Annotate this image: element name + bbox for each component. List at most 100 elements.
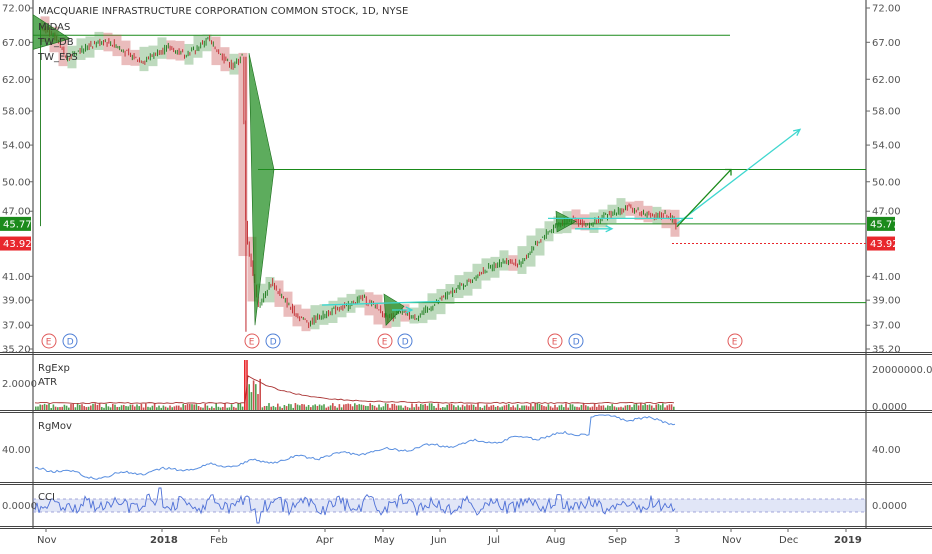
volume-bar (576, 406, 578, 410)
volume-bar (618, 407, 620, 410)
volume-bar (175, 405, 178, 410)
volume-bar (648, 404, 651, 410)
volume-bar (147, 406, 149, 410)
price-badge-prev-left (0, 236, 31, 251)
volume-bar (450, 403, 453, 410)
volume-bar (239, 403, 242, 410)
volume-bar (123, 404, 125, 410)
daily-candles (40, 23, 677, 329)
volume-bar (61, 406, 63, 410)
volume-bar (120, 405, 123, 410)
volume-bar (351, 406, 354, 410)
volume-bar (422, 404, 424, 410)
volume-bar (369, 403, 371, 410)
volume-bar (224, 403, 226, 410)
volume-bar (400, 405, 402, 410)
weekly-block (328, 300, 338, 323)
indicator-tw-eps[interactable]: TW_EPS (38, 52, 78, 63)
volume-bar (640, 403, 642, 410)
volume-bar (167, 407, 169, 410)
volume-bar (316, 405, 319, 410)
volume-bar (39, 404, 41, 410)
volume-bar (323, 404, 325, 410)
event-marker-label: D (67, 338, 74, 348)
y-tick-label-left: 0.0000 (2, 501, 37, 512)
volume-bar (384, 403, 387, 410)
weekly-block (400, 304, 410, 322)
volume-bar (169, 405, 171, 410)
y-tick-label-right: 47.00 (872, 207, 901, 218)
event-marker-earnings (377, 333, 393, 349)
volume-bar (666, 405, 668, 410)
volume-bar (373, 405, 376, 410)
volume-bar (563, 407, 565, 410)
volume-bar (285, 406, 288, 410)
volume-bar (426, 405, 429, 410)
x-tick-label: 2019 (834, 535, 862, 546)
volume-bar (673, 406, 675, 410)
volume-bar (160, 407, 162, 410)
volume-bar (184, 405, 187, 410)
volume-bar (294, 403, 297, 410)
indicator-midas[interactable]: MIDAS (38, 22, 71, 33)
weekly-block (409, 307, 419, 324)
volume-bar (552, 407, 554, 410)
volume-bar (195, 404, 198, 410)
projection-arrow-cyan (676, 128, 801, 225)
y-tick-label-left: 37.00 (2, 321, 31, 332)
x-tick-label: Nov (722, 535, 742, 546)
volume-bar (336, 407, 338, 410)
volume-bar (596, 406, 598, 410)
x-tick-label: 3 (674, 535, 680, 546)
x-tick-label: Jul (487, 535, 500, 546)
weekly-block (220, 47, 230, 72)
volume-bar (301, 404, 303, 410)
weekly-block (544, 221, 554, 242)
volume-bar (543, 406, 545, 410)
y-tick-label-right: 72.00 (872, 4, 901, 15)
weekly-block (292, 304, 302, 327)
volume-bar (424, 403, 426, 410)
weekly-block (373, 294, 383, 325)
weekly-block (310, 305, 320, 330)
weekly-block (418, 302, 428, 324)
volume-bar (193, 404, 195, 410)
volume-bar (217, 406, 220, 410)
volume-bar (470, 404, 473, 410)
volume-bar (622, 407, 624, 410)
indicator-tw-db[interactable]: TW_DB (38, 37, 74, 48)
volume-bar (215, 403, 217, 410)
event-marker-label: E (552, 338, 558, 348)
volume-bar (532, 406, 534, 410)
volume-bar (653, 407, 655, 410)
weekly-block (643, 205, 653, 223)
volume-bar (620, 406, 622, 410)
volume-bar (222, 406, 224, 410)
volume-bar (464, 406, 466, 410)
volume-bar (186, 403, 189, 410)
rgmov-line (34, 414, 676, 480)
projection-arrow-green-head (725, 168, 732, 176)
channel-arrow-may-head (405, 306, 414, 314)
volume-bar (156, 407, 158, 410)
volume-bar (662, 403, 664, 410)
volume-bar (668, 404, 671, 410)
volume-bar (501, 406, 503, 410)
volume-bar (651, 405, 653, 410)
volume-bar (85, 407, 88, 410)
volume-bar (296, 404, 299, 410)
y-tick-label-left: 62.00 (2, 75, 31, 86)
volume-bar (468, 405, 470, 410)
weekly-block (481, 258, 491, 281)
volume-bar (574, 406, 576, 410)
volume-bar (589, 407, 591, 410)
volume-bar (68, 407, 70, 410)
volume-bar (514, 407, 517, 410)
volume-bar (631, 407, 633, 410)
volume-bar (72, 403, 74, 410)
volume-bar (52, 404, 55, 410)
volume-bar (457, 405, 459, 410)
volume-bar (140, 403, 143, 410)
volume-bar (644, 403, 646, 410)
